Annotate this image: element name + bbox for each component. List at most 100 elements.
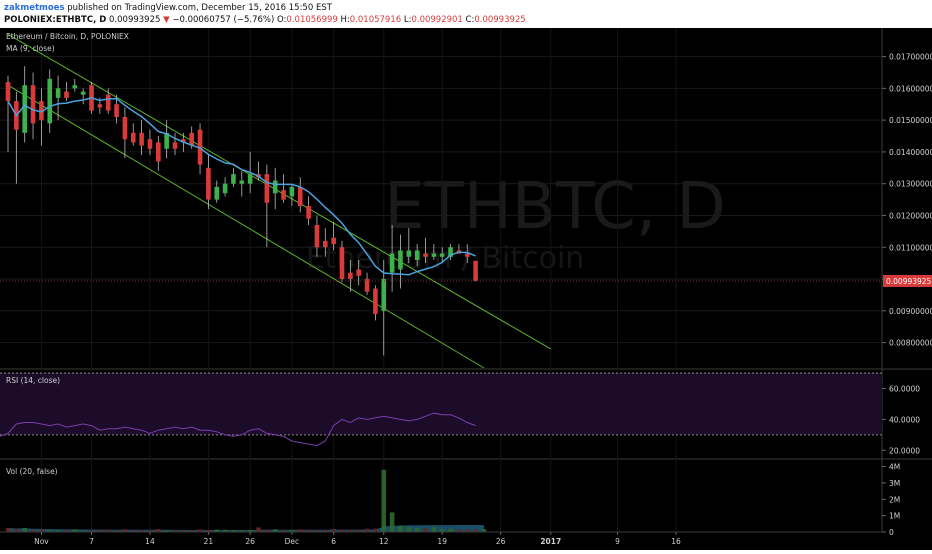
candle-body xyxy=(206,167,211,200)
volume-bar xyxy=(47,529,53,532)
low-label: L: xyxy=(403,15,412,25)
price-axis-background xyxy=(882,28,932,550)
volume-bar xyxy=(64,530,69,532)
volume-bar xyxy=(414,527,420,532)
price-pane-title: Ethereum / Bitcoin, D, POLONIEX xyxy=(6,32,129,41)
volume-bar xyxy=(114,530,119,532)
time-tick-label: 19 xyxy=(437,537,447,546)
chart-svg[interactable]: 0.01700000 0.01600000 0.01500000 0.01400000… xyxy=(0,28,932,550)
candle-body xyxy=(47,78,53,124)
time-tick-label: 21 xyxy=(204,537,214,546)
volume-bar xyxy=(181,530,186,532)
candle-body xyxy=(147,139,153,149)
trend-channel-line-2[interactable] xyxy=(7,84,485,369)
moving-average-line xyxy=(7,97,476,276)
volume-bar xyxy=(439,529,445,532)
candle-body xyxy=(130,132,136,143)
volume-bar xyxy=(272,529,278,532)
volume-bar xyxy=(247,529,253,532)
candle-body xyxy=(473,260,478,281)
volume-bar xyxy=(406,527,412,532)
chart-area[interactable]: 0.01700000 0.01600000 0.01500000 0.01400000… xyxy=(0,28,932,550)
ma-indicator-label: MA (9, close) xyxy=(6,44,55,53)
rsi-tick-label: 20.0000 xyxy=(889,446,920,455)
candle-body xyxy=(139,132,144,146)
candle-body xyxy=(306,205,311,219)
rsi-pane-title: RSI (14, close) xyxy=(6,376,60,385)
candle-body xyxy=(364,279,370,292)
volume-bar xyxy=(206,529,211,532)
volume-bar xyxy=(130,530,136,532)
volume-bar xyxy=(398,525,403,532)
volume-bar xyxy=(464,529,470,532)
volume-bar xyxy=(156,529,161,532)
volume-bar xyxy=(189,530,194,532)
candle-body xyxy=(30,85,36,124)
volume-bar xyxy=(289,530,295,532)
published-text: published on TradingView.com, xyxy=(64,3,202,13)
candle-body xyxy=(431,253,437,257)
candle-body xyxy=(373,288,378,314)
volume-bar xyxy=(172,530,178,532)
volume-bar xyxy=(431,527,437,532)
candle-body xyxy=(398,250,403,270)
time-tick-label: Nov xyxy=(34,537,49,546)
price-tick-label: 0.01700000 xyxy=(889,53,932,62)
price-tick-label: 0.00900000 xyxy=(889,307,932,316)
rsi-tick-label: 40.0000 xyxy=(889,415,920,424)
volume-bar xyxy=(30,530,36,532)
time-tick-label: 2017 xyxy=(540,537,561,546)
vol-pane-title: Vol (20, false) xyxy=(6,467,58,476)
candle-body xyxy=(72,85,78,89)
volume-bar xyxy=(14,529,19,532)
last-price-label: 0.00993925 xyxy=(886,277,932,286)
volume-bar xyxy=(339,529,345,532)
rsi-line xyxy=(0,412,476,447)
vol-tick-label: 1M xyxy=(889,512,900,521)
candle-body xyxy=(105,94,111,111)
rsi-tick-label: 60.0000 xyxy=(889,385,920,394)
volume-bar xyxy=(5,527,11,532)
candle-body xyxy=(272,180,278,194)
volume-bar xyxy=(89,530,94,532)
vol-tick-label: 3M xyxy=(889,479,900,488)
candle-body xyxy=(5,82,11,102)
vol-tick-label: 0 xyxy=(889,528,894,537)
volume-bar xyxy=(214,529,220,532)
volume-bar xyxy=(264,529,270,532)
volume-bar xyxy=(55,530,61,532)
price-tick-label: 0.01200000 xyxy=(889,211,932,220)
time-tick-label: 7 xyxy=(89,537,94,546)
open-value: 0.01056999 xyxy=(286,15,338,25)
candle-body xyxy=(64,91,69,98)
publish-line: zakmetmoes published on TradingView.com,… xyxy=(4,3,332,14)
volume-bar xyxy=(331,529,336,532)
volume-bar xyxy=(356,530,361,532)
time-tick-label: 14 xyxy=(145,537,155,546)
watermark-symbol: ETHBTC, D xyxy=(384,170,726,244)
candle-body xyxy=(222,183,228,194)
rsi-band xyxy=(0,373,882,435)
candle-body xyxy=(348,272,353,280)
volume-bar xyxy=(80,530,86,532)
down-arrow-icon: ▼ xyxy=(163,15,170,25)
vol-tick-label: 4M xyxy=(889,463,900,472)
candle-body xyxy=(239,180,245,184)
candle-body xyxy=(97,104,103,108)
candle-body xyxy=(281,190,286,200)
volume-bar xyxy=(364,528,370,532)
chart-header: zakmetmoes published on TradingView.com,… xyxy=(0,0,932,28)
candle-body xyxy=(231,174,236,184)
trend-channel-line-1[interactable] xyxy=(7,33,552,350)
volume-bar xyxy=(306,529,311,532)
volume-bar xyxy=(164,530,169,532)
open-label: O: xyxy=(277,15,287,25)
candle-body xyxy=(389,253,395,273)
volume-bar xyxy=(105,529,111,532)
symbol-line: POLONIEX:ETHBTC, D 0.00993925 ▼ −0.00060… xyxy=(4,15,526,26)
volume-bar xyxy=(97,530,103,532)
volume-bar xyxy=(139,530,144,532)
author-link[interactable]: zakmetmoes xyxy=(4,3,65,13)
volume-bar xyxy=(39,529,44,532)
volume-bar xyxy=(72,529,78,532)
